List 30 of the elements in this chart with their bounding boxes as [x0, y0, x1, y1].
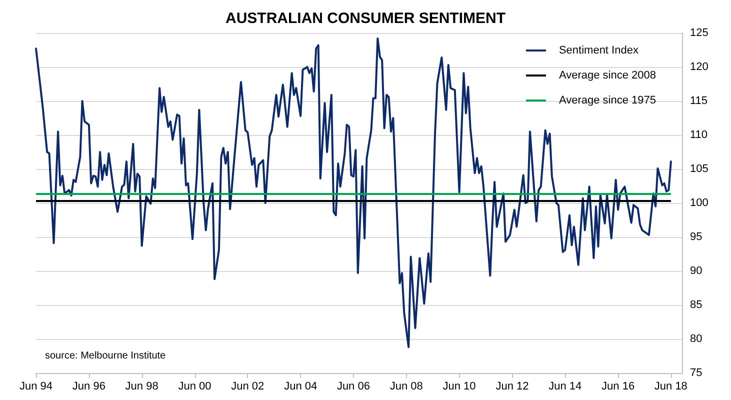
x-tick-label: Jun 94	[19, 380, 53, 392]
legend-label: Average since 2008	[558, 70, 656, 82]
x-tick-label: Jun 04	[284, 380, 318, 392]
chart-title: AUSTRALIAN CONSUMER SENTIMENT	[226, 10, 506, 27]
x-tick-label: Jun 12	[496, 380, 529, 392]
y-tick-label: 110	[690, 129, 708, 141]
y-tick-label: 95	[690, 231, 702, 243]
y-tick-label: 105	[690, 163, 708, 175]
line-series	[35, 37, 672, 348]
legend-label: Average since 1975	[558, 94, 656, 106]
x-tick-label: Jun 16	[602, 380, 635, 392]
x-tick-label: Jun 00	[178, 380, 212, 392]
y-tick-label: 90	[690, 265, 702, 277]
x-tick-label: Jun 10	[442, 380, 476, 392]
x-tick-label: Jun 08	[390, 380, 423, 392]
y-tick-label: 100	[690, 197, 708, 209]
annotation: source: Melbourne Institute	[45, 350, 166, 362]
y-tick-label: 80	[690, 333, 702, 345]
y-tick-label: 75	[690, 367, 702, 379]
legend-label: Sentiment Index	[558, 44, 639, 56]
x-tick-label: Jun 98	[125, 380, 158, 392]
x-tick-label: Jun 06	[336, 380, 370, 392]
x-tick-label: Jun 02	[231, 380, 264, 392]
x-tick-label: Jun 18	[654, 380, 688, 392]
y-tick-label: 120	[690, 61, 708, 73]
x-tick-label: Jun 14	[548, 380, 582, 392]
y-tick-label: 85	[690, 299, 702, 311]
x-tick-label: Jun 96	[72, 380, 106, 392]
y-tick-label: 115	[690, 95, 708, 107]
y-tick-label: 125	[690, 27, 708, 39]
